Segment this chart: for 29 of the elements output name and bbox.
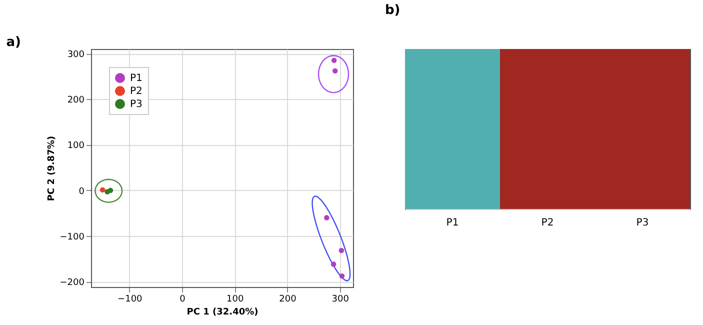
x-axis-title: PC 1 (32.40%): [186, 308, 258, 318]
point: [339, 273, 345, 279]
x-tick-label: 100: [226, 294, 244, 304]
chart-title: a): [6, 35, 21, 50]
x-tick-label: −100: [118, 294, 143, 304]
y-tick-label: 200: [67, 96, 85, 106]
y-axis-title: PC 2 (9.87%): [46, 136, 57, 202]
y-tick-label: 100: [67, 141, 85, 152]
y-tick-label: −100: [60, 232, 85, 242]
point: [330, 262, 336, 267]
x-tick-label: P3: [636, 218, 649, 228]
legend-label: P3: [130, 99, 142, 110]
point: [100, 187, 106, 193]
y-tick-label: 300: [67, 50, 85, 60]
point: [331, 58, 337, 64]
x-tick-label: 0: [180, 294, 186, 304]
x-tick-label: P2: [541, 218, 554, 228]
legend-label: P2: [130, 86, 142, 97]
chart-title: b): [385, 3, 400, 18]
x-tick-label: 300: [332, 294, 350, 304]
point: [332, 68, 338, 74]
point: [324, 215, 330, 220]
point: [108, 188, 114, 193]
x-tick-label: 200: [279, 294, 297, 304]
y-tick-label: 0: [78, 186, 85, 197]
point: [338, 248, 344, 254]
y-tick-label: −200: [60, 278, 85, 288]
x-tick-label: P1: [446, 218, 459, 228]
legend-label: P1: [130, 73, 142, 84]
